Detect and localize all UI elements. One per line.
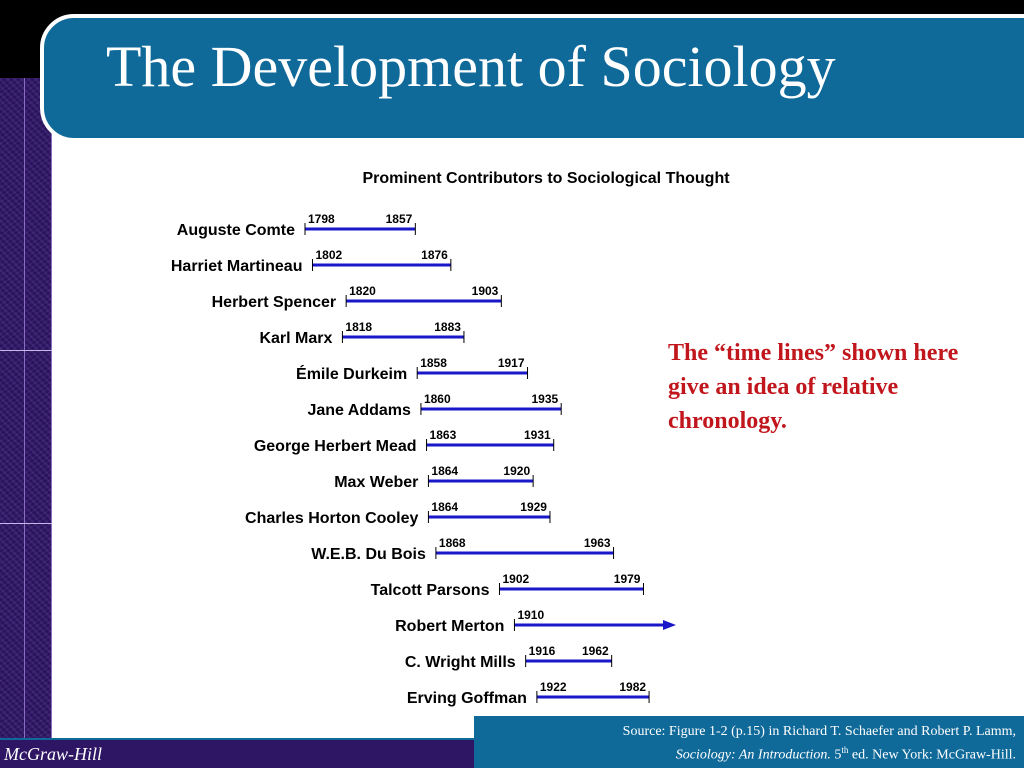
contributor-name: Auguste Comte xyxy=(177,222,295,239)
source-edition-rest: ed. New York: McGraw-Hill. xyxy=(848,747,1016,763)
contributor-name: Harriet Martineau xyxy=(171,258,303,275)
left-strip-divider xyxy=(0,523,52,524)
left-strip-divider xyxy=(0,350,52,351)
birth-year-label: 1798 xyxy=(308,212,335,226)
death-year-label: 1920 xyxy=(503,464,530,478)
slide-title: The Development of Sociology xyxy=(106,34,836,99)
contributor-name: Herbert Spencer xyxy=(212,294,337,311)
source-book-title: Sociology: An Introduction. xyxy=(675,747,831,763)
chart-title: Prominent Contributors to Sociological T… xyxy=(362,170,730,187)
birth-year-label: 1802 xyxy=(315,248,342,262)
contributor-name: Talcott Parsons xyxy=(371,582,490,599)
death-year-label: 1963 xyxy=(584,536,611,550)
death-year-label: 1979 xyxy=(614,572,641,586)
contributor-name: Karl Marx xyxy=(259,330,332,347)
contributor-name: Émile Durkeim xyxy=(296,364,407,383)
publisher-logo: McGraw-Hill xyxy=(4,744,102,764)
source-edition-number: 5 xyxy=(834,747,842,763)
death-year-label: 1962 xyxy=(582,644,609,658)
death-year-label: 1917 xyxy=(498,356,525,370)
chronology-note: The “time lines” shown here give an idea… xyxy=(668,340,959,434)
birth-year-label: 1860 xyxy=(424,392,451,406)
death-year-label: 1929 xyxy=(520,500,547,514)
death-year-label: 1935 xyxy=(531,392,558,406)
contributor-name: Jane Addams xyxy=(307,402,411,419)
contributor-name: C. Wright Mills xyxy=(405,654,516,671)
title-bar xyxy=(40,14,1024,142)
contributor-name: W.E.B. Du Bois xyxy=(311,546,426,563)
death-year-label: 1883 xyxy=(434,320,461,334)
birth-year-label: 1916 xyxy=(529,644,556,658)
birth-year-label: 1818 xyxy=(345,320,372,334)
left-decorative-strip xyxy=(0,78,52,738)
death-year-label: 1982 xyxy=(619,680,646,694)
death-year-label: 1876 xyxy=(421,248,448,262)
birth-year-label: 1868 xyxy=(439,536,466,550)
left-strip-divider xyxy=(51,78,52,738)
birth-year-label: 1910 xyxy=(517,608,544,622)
contributor-name: Max Weber xyxy=(334,474,418,491)
contributor-name: George Herbert Mead xyxy=(254,438,417,455)
lifespan-arrow xyxy=(663,620,676,630)
birth-year-label: 1864 xyxy=(431,464,458,478)
birth-year-label: 1864 xyxy=(431,500,458,514)
birth-year-label: 1858 xyxy=(420,356,447,370)
source-edition-suffix: th xyxy=(841,745,849,755)
source-citation: Source: Figure 1-2 (p.15) in Richard T. … xyxy=(474,716,1024,768)
death-year-label: 1857 xyxy=(386,212,413,226)
birth-year-label: 1863 xyxy=(430,428,457,442)
contributor-name: Robert Merton xyxy=(395,618,504,635)
source-line1: Source: Figure 1-2 (p.15) in Richard T. … xyxy=(622,724,1016,739)
contributor-name: Erving Goffman xyxy=(407,690,527,707)
birth-year-label: 1820 xyxy=(349,284,376,298)
death-year-label: 1903 xyxy=(472,284,499,298)
death-year-label: 1931 xyxy=(524,428,551,442)
left-strip-divider xyxy=(24,78,25,738)
birth-year-label: 1922 xyxy=(540,680,567,694)
contributor-name: Charles Horton Cooley xyxy=(245,510,418,527)
birth-year-label: 1902 xyxy=(502,572,529,586)
